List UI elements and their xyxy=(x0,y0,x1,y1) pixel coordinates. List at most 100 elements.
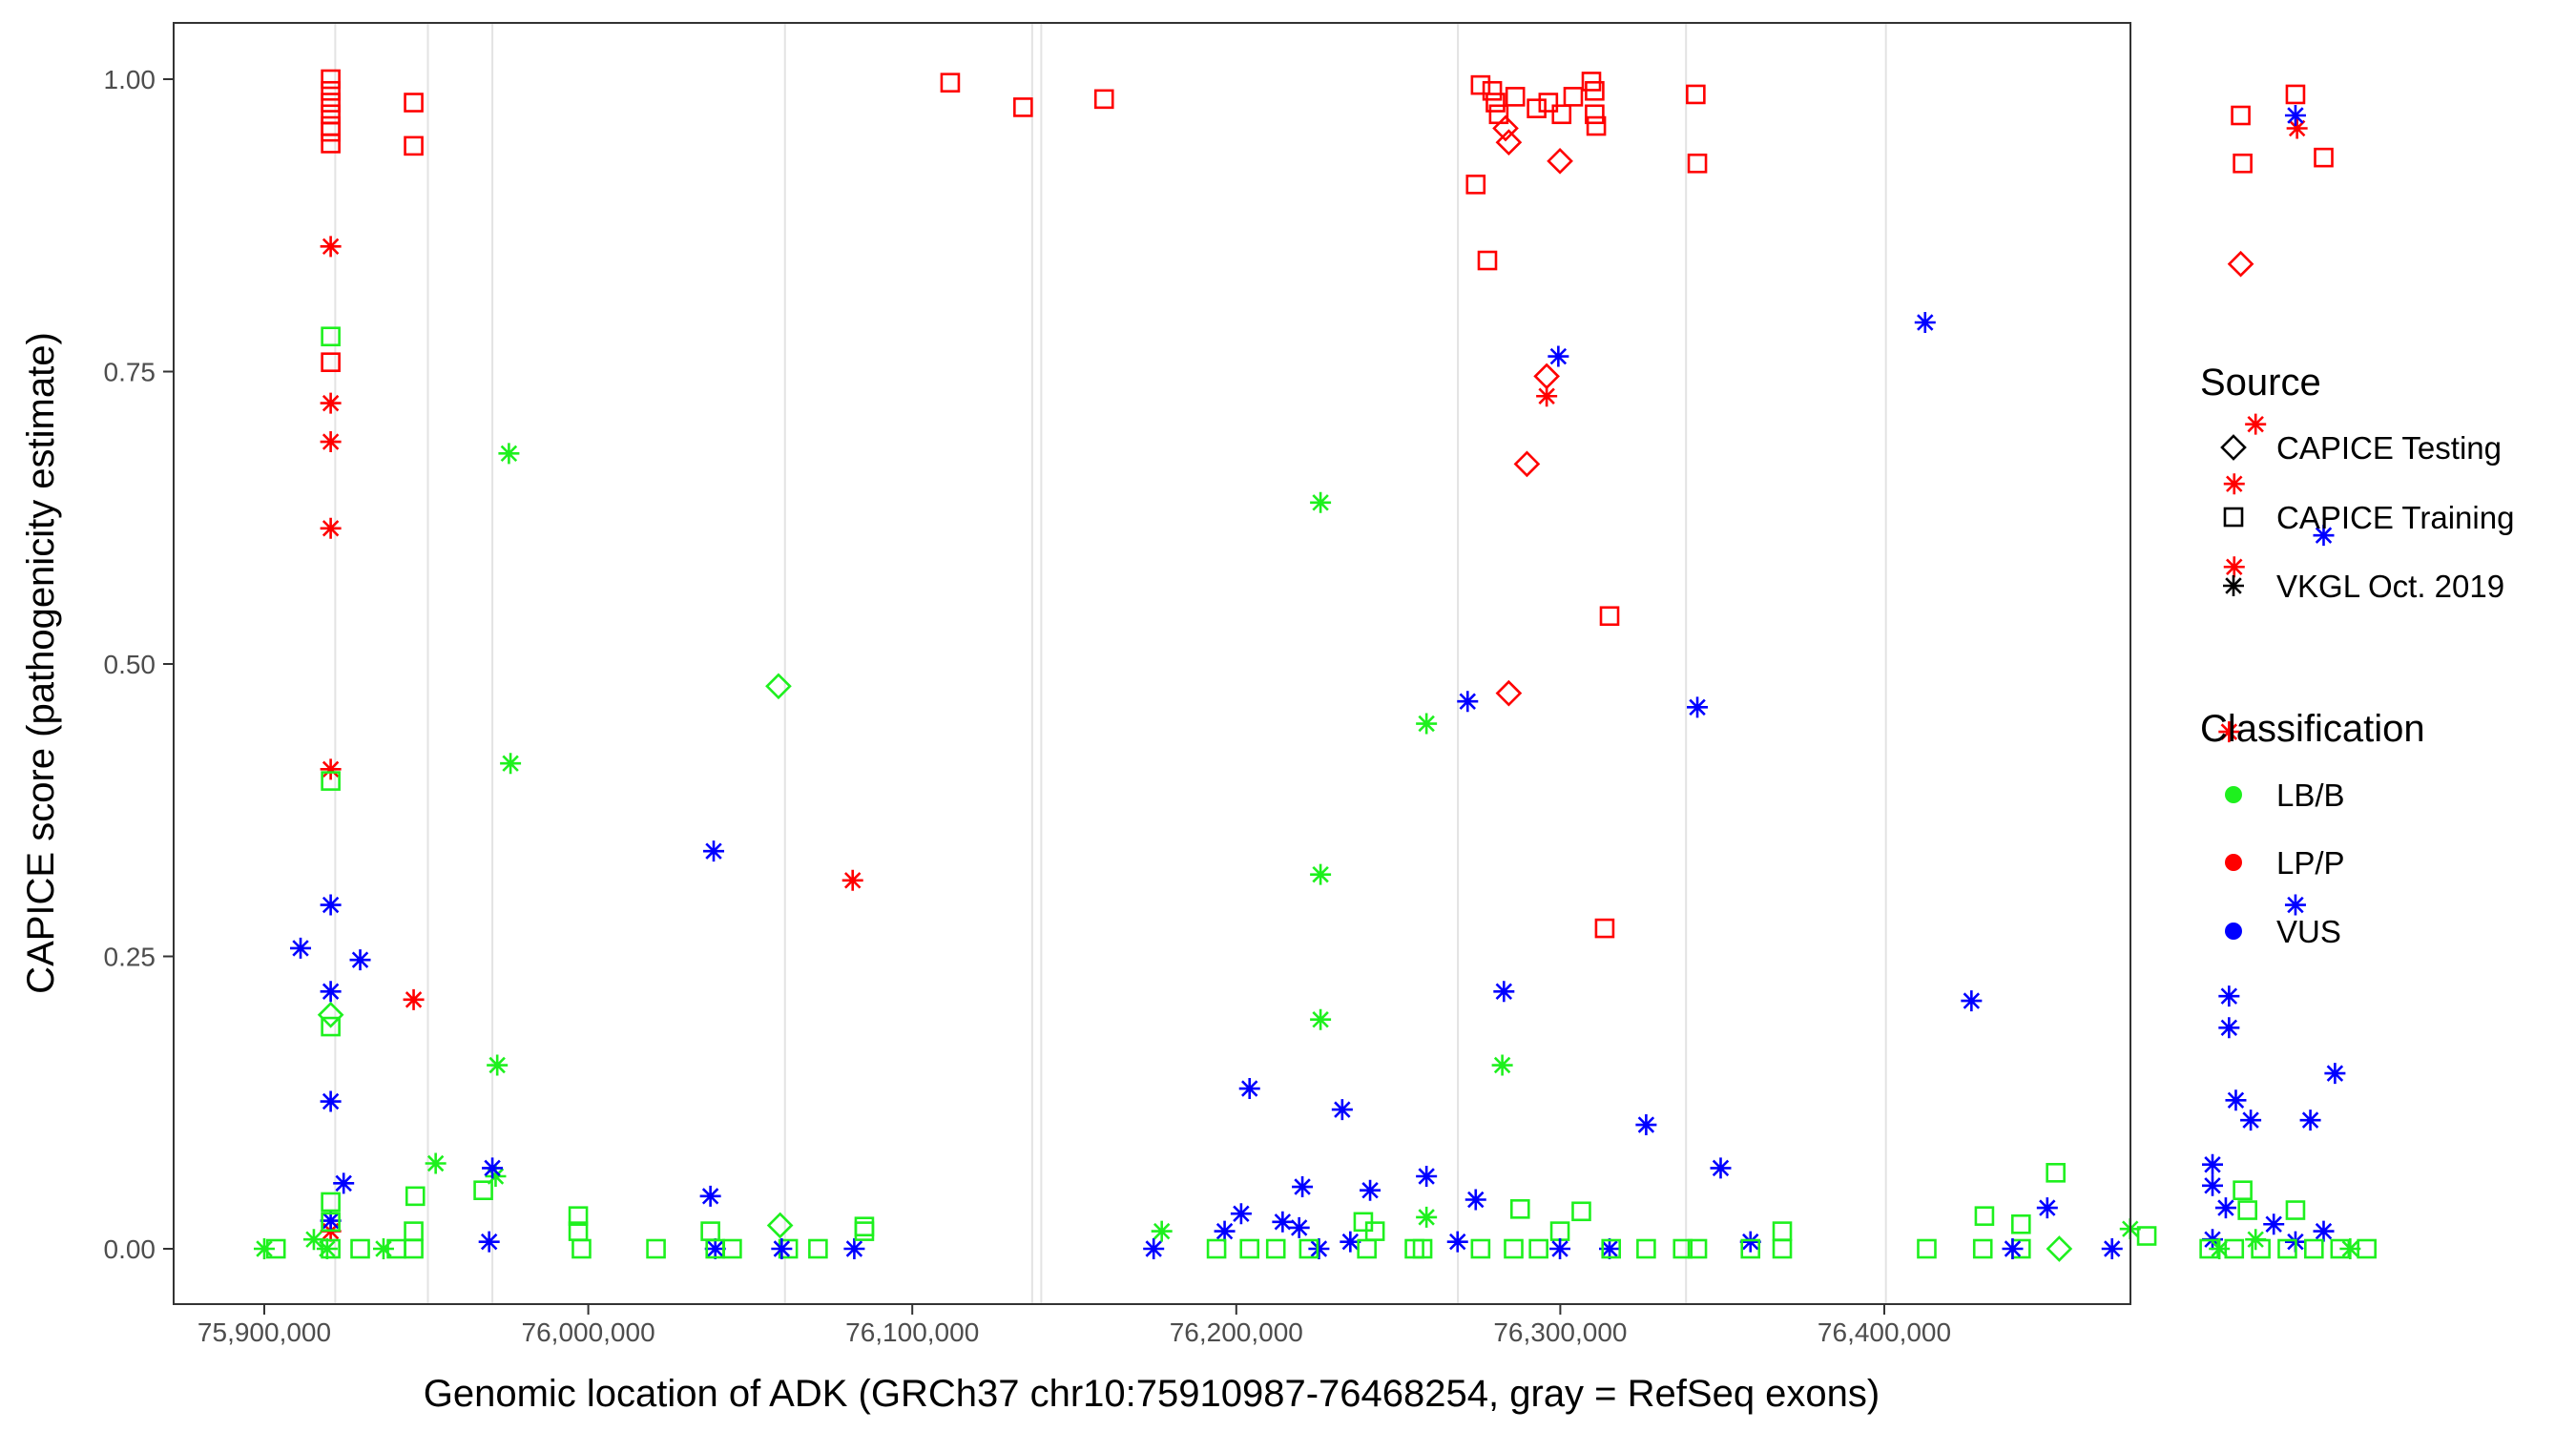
dot-legend-icon xyxy=(2225,786,2242,803)
vkgl-asterisk-point xyxy=(2313,1220,2335,1242)
x-tick-label: 76,300,000 xyxy=(1493,1317,1627,1347)
x-tick-label: 76,000,000 xyxy=(522,1317,655,1347)
vkgl-asterisk-point xyxy=(1465,1189,1486,1211)
training-square-point xyxy=(1585,104,1605,125)
vkgl-asterisk-point xyxy=(482,1157,504,1179)
training-square-point xyxy=(1509,1199,1530,1219)
training-square-point xyxy=(321,121,341,142)
vkgl-asterisk-point xyxy=(1635,1114,1657,1136)
legend-source-label: CAPICE Training xyxy=(2276,500,2514,535)
training-square-point xyxy=(1265,1238,1286,1259)
training-square-point xyxy=(1538,93,1559,113)
training-square-point xyxy=(1585,80,1605,101)
x-tick-label: 75,900,000 xyxy=(197,1317,331,1347)
vkgl-asterisk-point xyxy=(478,1231,500,1253)
training-square-point xyxy=(1672,1238,1693,1259)
testing-diamond-point xyxy=(766,1212,794,1239)
training-square-point xyxy=(386,1238,406,1259)
vkgl-asterisk-point xyxy=(254,1238,275,1259)
training-square-point xyxy=(350,1238,370,1259)
training-square-point xyxy=(568,1206,589,1226)
vkgl-asterisk-point xyxy=(1214,1220,1236,1242)
vkgl-asterisk-point xyxy=(2202,1174,2224,1196)
vkgl-asterisk-point xyxy=(1687,696,1709,718)
training-square-point xyxy=(1601,1238,1622,1259)
training-square-point xyxy=(2314,147,2334,168)
vkgl-asterisk-point xyxy=(487,1054,509,1076)
testing-diamond-point xyxy=(1495,129,1523,156)
vkgl-asterisk-point xyxy=(2223,556,2245,578)
training-square-point xyxy=(854,1216,875,1237)
vkgl-asterisk-point xyxy=(1238,1078,1260,1100)
vkgl-asterisk-point xyxy=(1710,1157,1732,1179)
vkgl-asterisk-point xyxy=(843,1238,865,1259)
testing-diamond-point xyxy=(317,1001,344,1028)
vkgl-asterisk-point xyxy=(320,236,342,258)
vkgl-asterisk-point xyxy=(1310,491,1332,513)
vkgl-asterisk-point xyxy=(1272,1211,1294,1233)
vkgl-asterisk-point xyxy=(2299,1110,2321,1131)
training-square-point xyxy=(1563,87,1584,107)
vkgl-asterisk-point xyxy=(1151,1220,1173,1242)
vkgl-asterisk-point xyxy=(320,758,342,780)
vkgl-asterisk-point xyxy=(1143,1238,1165,1259)
training-square-point xyxy=(1412,1238,1433,1259)
training-square-point xyxy=(1772,1238,1793,1259)
training-square-point xyxy=(1687,153,1708,174)
legend-source-label: CAPICE Testing xyxy=(2276,430,2502,466)
training-square-point xyxy=(473,1180,493,1200)
training-square-point xyxy=(321,1192,341,1213)
training-square-point xyxy=(722,1238,742,1259)
diamond-legend-icon xyxy=(2220,434,2247,461)
vkgl-asterisk-point xyxy=(290,937,312,959)
training-square-point xyxy=(2046,1163,2066,1183)
training-square-point xyxy=(1974,1206,1995,1226)
vkgl-asterisk-point xyxy=(699,1185,721,1207)
training-square-point xyxy=(1206,1238,1227,1259)
training-square-point xyxy=(571,1238,592,1259)
y-axis: 0.00 0.25 0.50 0.75 1.00 xyxy=(104,65,174,1264)
training-square-point xyxy=(1298,1238,1319,1259)
x-tick-label: 76,200,000 xyxy=(1170,1317,1303,1347)
x-tick-label: 76,400,000 xyxy=(1818,1317,1951,1347)
vkgl-asterisk-point xyxy=(1310,1008,1332,1030)
vkgl-asterisk-point xyxy=(1457,691,1479,713)
vkgl-asterisk-point xyxy=(349,949,371,971)
training-square-point xyxy=(2233,153,2253,174)
vkgl-asterisk-point xyxy=(2223,473,2245,495)
training-square-point xyxy=(1504,1238,1524,1259)
legend-classification-label: VUS xyxy=(2276,914,2341,949)
vkgl-asterisk-point xyxy=(500,753,522,775)
vkgl-asterisk-point xyxy=(2240,1110,2262,1131)
vkgl-asterisk-point xyxy=(2002,1238,2024,1259)
vkgl-asterisk-point xyxy=(2218,721,2240,743)
training-square-point xyxy=(2237,1200,2257,1220)
vkgl-asterisk-point xyxy=(703,840,725,862)
vkgl-asterisk-point xyxy=(485,1165,507,1187)
training-square-point xyxy=(1740,1238,1761,1259)
vkgl-asterisk-point xyxy=(498,443,520,465)
training-square-point xyxy=(2136,1226,2157,1246)
y-tick-label: 1.00 xyxy=(104,65,156,94)
y-tick-label: 0.00 xyxy=(104,1234,156,1264)
vkgl-asterisk-point xyxy=(2202,1153,2224,1175)
testing-diamond-point xyxy=(765,673,792,700)
training-square-point xyxy=(2011,1213,2031,1234)
vkgl-asterisk-point xyxy=(2324,1063,2346,1085)
vkgl-asterisk-point xyxy=(1360,1179,1381,1201)
training-square-point xyxy=(1485,93,1506,113)
training-square-point xyxy=(1470,1238,1491,1259)
vkgl-asterisk-point xyxy=(333,1172,355,1194)
training-square-point xyxy=(1013,97,1033,117)
vkgl-asterisk-point xyxy=(2218,1017,2240,1039)
vkgl-asterisk-point xyxy=(320,517,342,539)
training-square-point xyxy=(1528,1238,1548,1259)
vkgl-asterisk-point xyxy=(2245,1229,2267,1251)
training-square-point xyxy=(2304,1238,2324,1259)
training-square-point xyxy=(1594,918,1615,939)
training-square-point xyxy=(1571,1201,1591,1222)
vkgl-asterisk-point xyxy=(2036,1197,2058,1219)
training-square-point xyxy=(321,1212,341,1233)
vkgl-asterisk-point xyxy=(2263,1213,2285,1235)
